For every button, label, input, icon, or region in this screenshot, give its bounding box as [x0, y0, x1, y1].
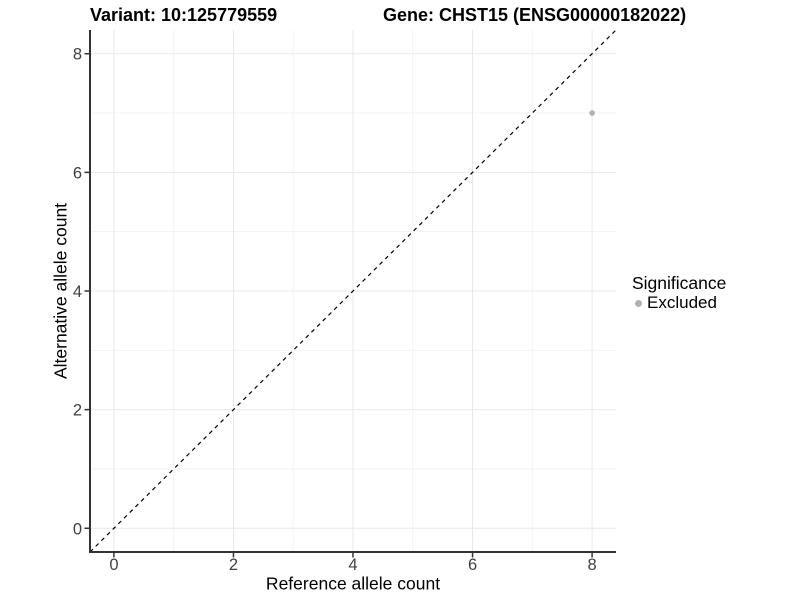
- plot-title-gene: Gene: CHST15 (ENSG00000182022): [383, 5, 687, 25]
- x-tick-label: 6: [468, 556, 477, 574]
- y-tick-label: 4: [73, 283, 82, 301]
- y-tick-label: 6: [73, 164, 82, 182]
- y-tick-label: 0: [73, 520, 82, 538]
- legend-entry-excluded: Excluded: [632, 293, 726, 312]
- legend-point-icon: [635, 299, 642, 307]
- x-tick-label: 2: [229, 556, 238, 574]
- legend: Significance Excluded: [632, 273, 727, 312]
- x-tick-label: 4: [348, 556, 357, 574]
- data-point: [589, 110, 595, 116]
- y-tick-label: 8: [73, 46, 82, 64]
- x-tick-label: 8: [587, 556, 596, 574]
- y-tick-label: 2: [73, 402, 82, 420]
- plot-title-variant: Variant: 10:125779559: [90, 5, 278, 25]
- legend-entry-label: Excluded: [647, 293, 717, 312]
- y-axis-title: Alternative allele count: [50, 202, 71, 380]
- x-axis-title: Reference allele count: [265, 573, 441, 594]
- identity-line: [89, 29, 617, 553]
- x-tick-label: 0: [109, 556, 118, 574]
- legend-title: Significance: [632, 273, 727, 293]
